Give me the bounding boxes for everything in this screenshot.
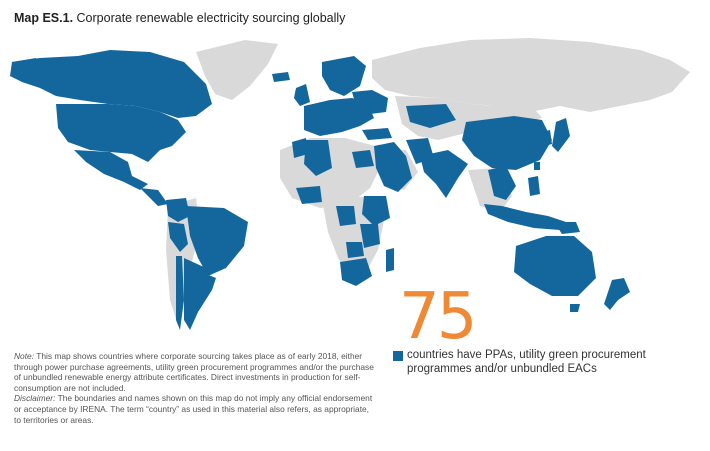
disclaimer-label: Disclaimer:: [14, 393, 56, 404]
west-africa: [296, 186, 322, 204]
australia: [514, 236, 596, 296]
map-title: Map ES.1. Corporate renewable electricit…: [14, 11, 345, 25]
japan: [552, 118, 570, 152]
morocco: [292, 138, 308, 158]
scandinavia: [322, 56, 366, 96]
uk-ireland: [294, 84, 310, 106]
indonesia: [484, 204, 566, 230]
russia: [372, 38, 690, 112]
korea: [542, 130, 552, 146]
canada: [12, 50, 212, 118]
iceland: [272, 72, 290, 82]
country-count: 75: [399, 280, 477, 354]
alaska: [10, 58, 40, 84]
legend: countries have PPAs, utility green procu…: [393, 349, 683, 376]
notes: Note: This map shows countries where cor…: [14, 351, 374, 425]
papua: [554, 222, 580, 234]
western-europe: [304, 98, 374, 136]
greenland: [196, 40, 278, 100]
legend-text: countries have PPAs, utility green procu…: [407, 349, 646, 375]
peru: [168, 222, 188, 252]
tasmania: [570, 304, 580, 312]
argentina: [184, 258, 212, 330]
disclaimer-paragraph: Disclaimer: The boundaries and names sho…: [14, 393, 374, 425]
india: [420, 150, 468, 198]
colombia: [166, 198, 190, 222]
china: [462, 116, 552, 170]
south-africa: [340, 258, 372, 286]
disclaimer-text: The boundaries and names shown on this m…: [14, 393, 373, 425]
note-paragraph: Note: This map shows countries where cor…: [14, 351, 374, 393]
legend-swatch: [393, 351, 403, 361]
egypt: [352, 150, 374, 168]
map-title-text: Corporate renewable electricity sourcing…: [76, 11, 346, 25]
philippines: [528, 176, 540, 196]
algeria: [304, 140, 332, 176]
uruguay: [206, 274, 216, 290]
new-zealand: [604, 278, 630, 310]
chile: [176, 256, 184, 330]
mexico: [74, 150, 148, 190]
countries-with-corporate-sourcing: [10, 50, 630, 330]
note-label: Note:: [14, 351, 35, 361]
ethiopia-kenya: [362, 196, 390, 226]
central-africa: [336, 206, 356, 226]
map-title-label: Map ES.1.: [14, 11, 74, 25]
kazakhstan: [406, 104, 456, 128]
middle-east: [374, 142, 412, 192]
southeast-asia: [488, 166, 516, 200]
eastern-europe: [352, 90, 388, 114]
madagascar: [386, 248, 394, 272]
central-america: [140, 188, 168, 206]
zambia: [346, 242, 364, 258]
brazil: [186, 206, 248, 276]
tanzania: [360, 224, 380, 248]
note-text: This map shows countries where corporate…: [14, 351, 374, 393]
turkey: [362, 128, 392, 140]
taiwan: [534, 162, 540, 170]
united-states: [56, 104, 186, 162]
